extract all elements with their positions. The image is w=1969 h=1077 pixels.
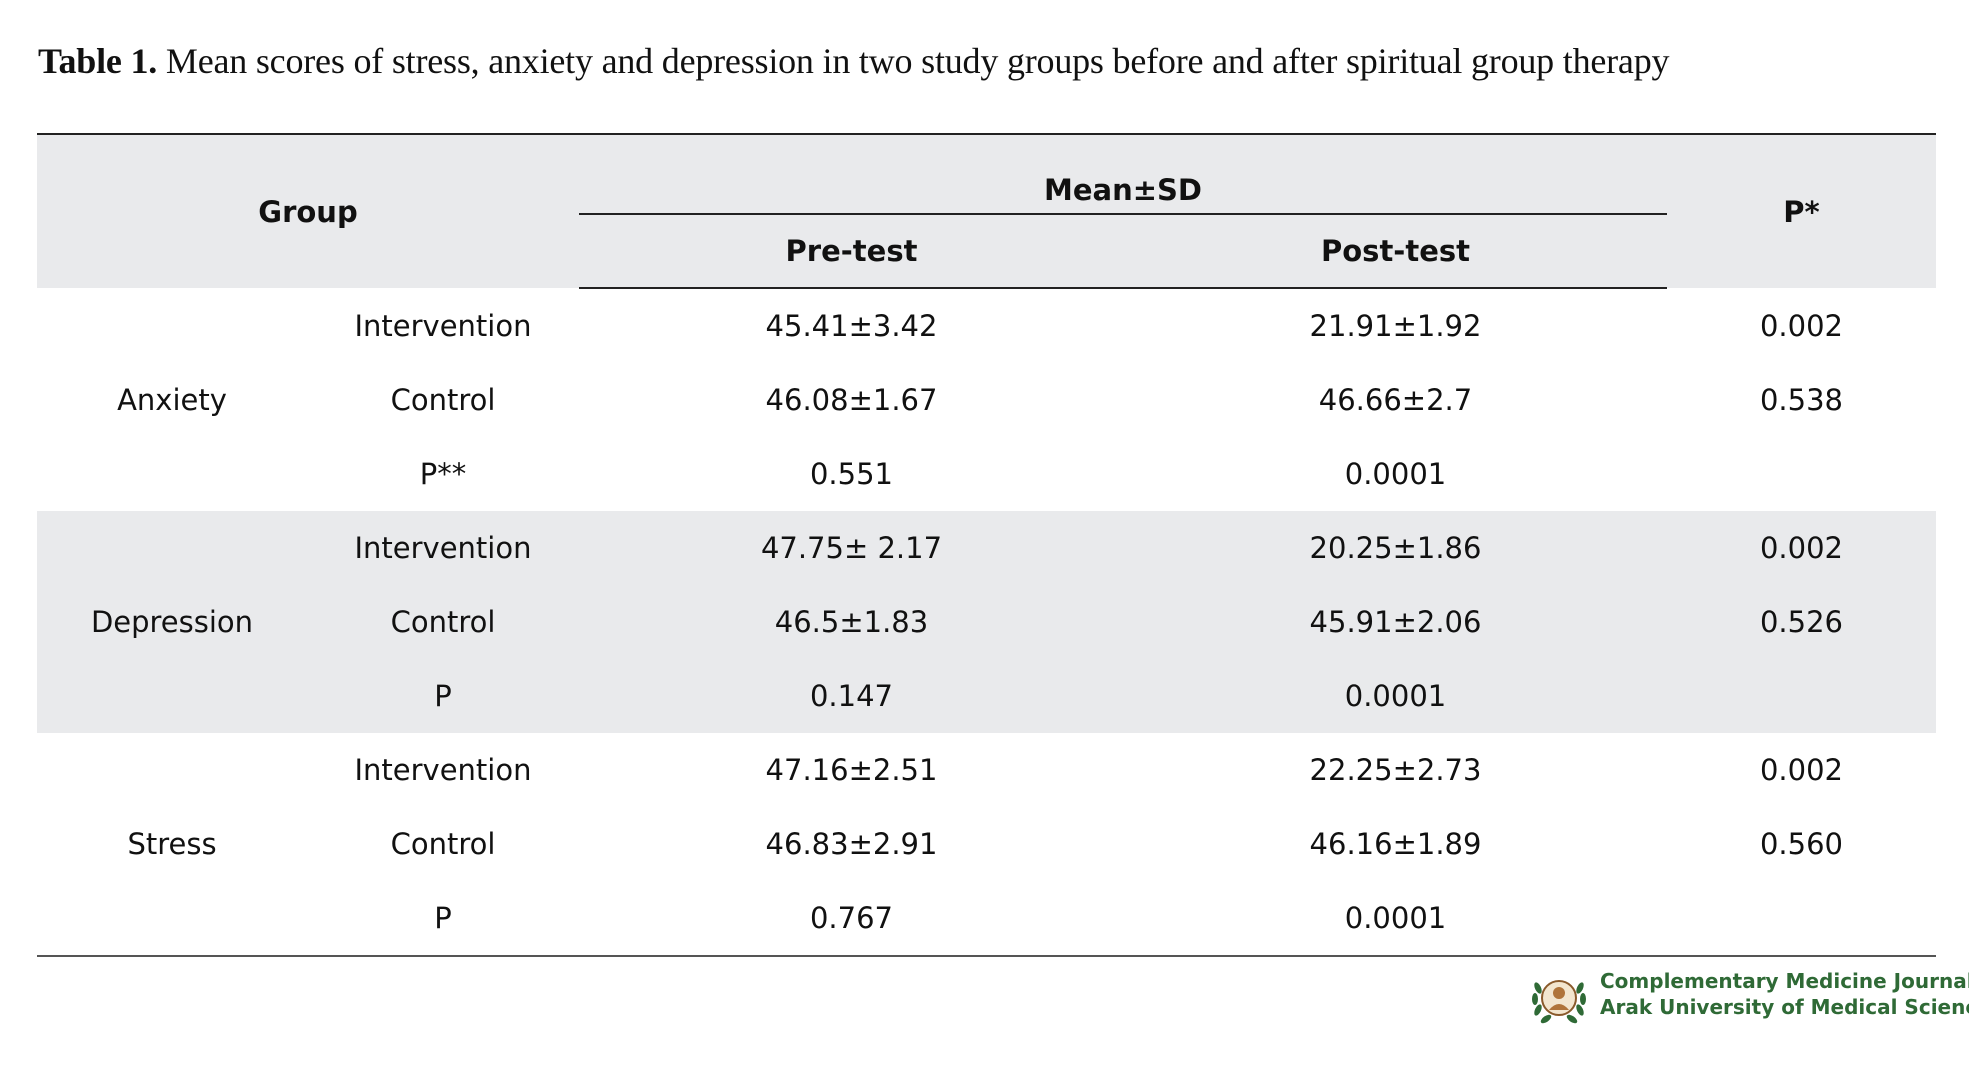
cell-post-test: 22.25±2.73 (1309, 753, 1482, 787)
row-label: Intervention (307, 511, 579, 585)
table-row: P 0.147 0.0001 (37, 659, 1936, 733)
cell-pre-test: 0.551 (809, 457, 894, 491)
cell-pre-test: 0.147 (579, 659, 1124, 733)
table-row: Control 46.5±1.83 45.91±2.06 0.526 (37, 585, 1936, 659)
row-label: Intervention (354, 308, 532, 343)
row-label: Control (390, 383, 496, 417)
table-row: Control 46.83±2.91 46.16±1.89 0.560 (37, 807, 1936, 881)
cell-p-value (1667, 437, 1936, 511)
table-row: Depression Intervention 47.75± 2.17 20.2… (37, 511, 1936, 733)
header-mean-sd: Mean±SD (579, 133, 1667, 215)
cell-post-test: 0.0001 (1124, 659, 1667, 733)
results-table: Group Mean±SD P* Pre-test Post-test Anxi… (37, 133, 1936, 957)
section-label: Anxiety (117, 382, 227, 417)
cell-post-test: 46.16±1.89 (1309, 827, 1482, 861)
cell-post-test: 45.91±2.06 (1124, 585, 1667, 659)
cell-post-test: 21.91±1.92 (1309, 309, 1482, 343)
laurel-portrait-emblem-icon (1532, 980, 1586, 1024)
row-label: P (307, 881, 579, 957)
cell-pre-test: 0.767 (579, 881, 1124, 957)
header-post-test: Post-test (1124, 215, 1667, 289)
cell-post-test: 46.66±2.7 (1318, 383, 1473, 417)
cell-pre-test: 47.75± 2.17 (579, 511, 1124, 585)
header-mean-sd-rule (579, 213, 1667, 215)
cell-p-value (1667, 881, 1936, 957)
caption-label: Table 1. (38, 41, 158, 81)
cell-pre-test: 47.16±2.51 (765, 753, 938, 787)
header-p: P* (1667, 133, 1936, 288)
row-label: P (307, 659, 579, 733)
results-table-container: Group Mean±SD P* Pre-test Post-test Anxi… (37, 133, 1936, 957)
row-label: Control (307, 585, 579, 659)
cell-post-test: 20.25±1.86 (1124, 511, 1667, 585)
logo-university-name: Arak University of Medical Sciences (1600, 995, 1969, 1019)
cell-pre-test: 46.5±1.83 (579, 585, 1124, 659)
table-row: P 0.767 0.0001 (37, 881, 1936, 957)
table-caption: Table 1. Mean scores of stress, anxiety … (38, 40, 1938, 82)
cell-p-value: 0.002 (1667, 511, 1936, 585)
section-label: Stress (37, 733, 307, 957)
logo-journal-name: Complementary Medicine Journal (1600, 969, 1969, 993)
cell-p-value: 0.002 (1759, 308, 1844, 343)
cell-p-value (1667, 659, 1936, 733)
cell-p-value: 0.002 (1759, 753, 1844, 787)
table-row: P** 0.551 0.0001 (37, 437, 1936, 511)
cell-p-value: 0.538 (1759, 383, 1844, 417)
header-group: Group (37, 133, 579, 288)
cell-post-test: 0.0001 (1344, 457, 1447, 491)
header-pre-test: Pre-test (579, 215, 1124, 289)
logo-text: Complementary Medicine Journal Arak Univ… (1600, 968, 1969, 1020)
caption-text: Mean scores of stress, anxiety and depre… (157, 41, 1670, 81)
section-label: Depression (37, 511, 307, 733)
table-row: Stress Intervention 47.16±2.51 22.25±2.7… (37, 733, 1936, 957)
cell-pre-test: 46.08±1.67 (765, 383, 938, 417)
row-label: P** (419, 457, 467, 491)
row-label: Intervention (354, 753, 532, 787)
cell-p-value: 0.526 (1667, 585, 1936, 659)
table-body: Anxiety Intervention 45.41±3.42 21.91±1.… (37, 288, 1936, 957)
journal-logo: Complementary Medicine Journal Arak Univ… (1528, 964, 1969, 1032)
table-row: Anxiety Intervention 45.41±3.42 21.91±1.… (37, 288, 1936, 417)
cell-pre-test: 45.41±3.42 (765, 309, 938, 343)
cell-pre-test: 46.83±2.91 (765, 827, 938, 861)
table-header: Group Mean±SD P* Pre-test Post-test (37, 133, 1936, 289)
cell-p-value: 0.560 (1759, 827, 1844, 861)
header-mean-sd-label: Mean±SD (1044, 173, 1202, 207)
cell-post-test: 0.0001 (1124, 881, 1667, 957)
row-label: Control (390, 827, 496, 861)
table-row: Control 46.08±1.67 46.66±2.7 0.538 (37, 363, 1936, 437)
